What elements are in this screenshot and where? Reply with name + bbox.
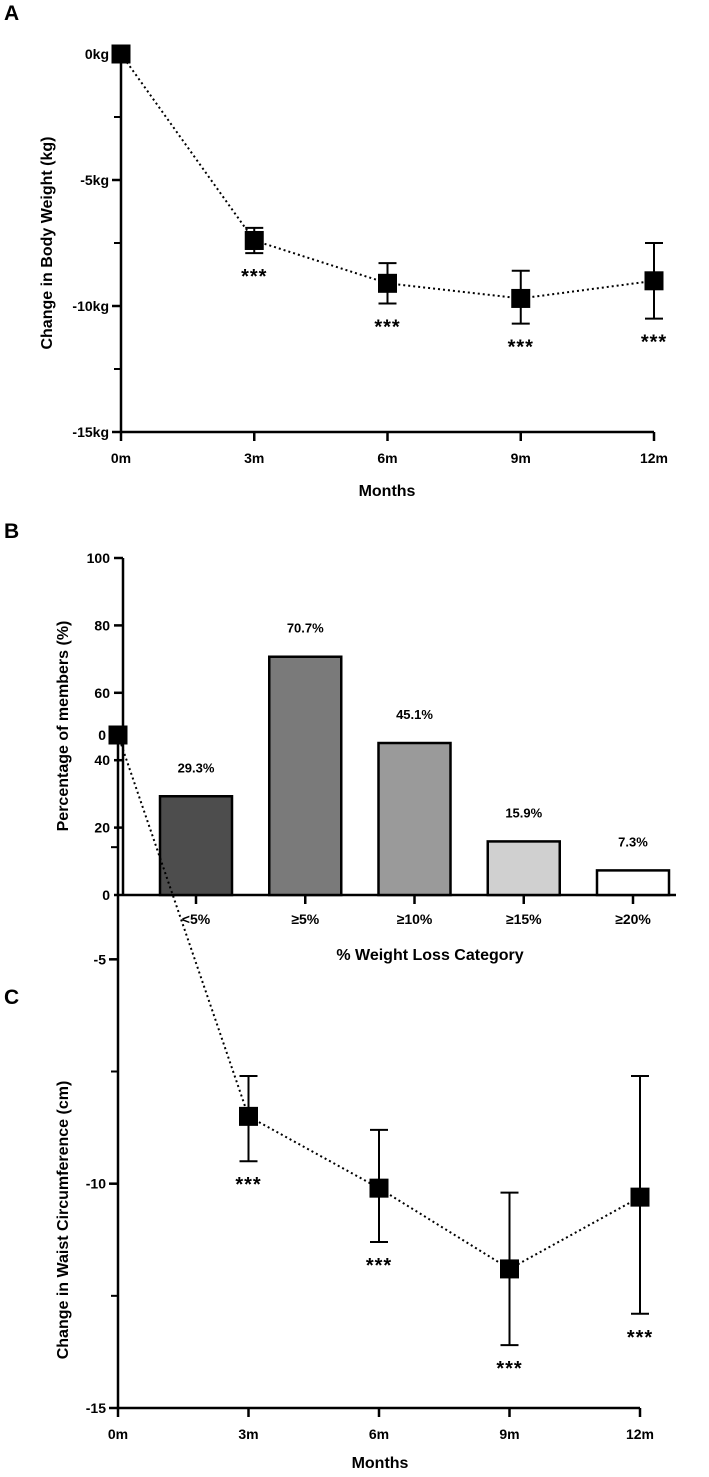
panel-a-x-axis-title: Months xyxy=(359,483,416,500)
panel-a-plot: *** *** *** *** xyxy=(111,44,667,359)
a-series-line xyxy=(120,53,655,300)
b-y-tick-label: 40 xyxy=(94,752,110,768)
c-y-tick-label: -10 xyxy=(86,1176,106,1192)
b-y-tick-label: 60 xyxy=(94,685,110,701)
panel-b-y-axis-title: Percentage of members (%) xyxy=(55,621,72,832)
b-bar xyxy=(268,655,343,897)
a-data-point xyxy=(378,273,397,293)
c-series-line xyxy=(117,734,641,1271)
a-x-tick-label: 3m xyxy=(244,450,264,466)
c-significance-label: *** xyxy=(496,1358,522,1380)
c-significance-label: *** xyxy=(235,1174,261,1196)
c-x-tick-label: 3m xyxy=(238,1426,258,1442)
a-data-point xyxy=(644,271,664,291)
b-value-label: 29.3% xyxy=(178,760,215,775)
panel-b: B 0 20 40 60 80 100 <5% ≥5% ≥10% ≥15% ≥20% 29.3% 70… xyxy=(4,520,676,964)
panel-a-letter: A xyxy=(4,2,19,25)
b-y-tick-label: 20 xyxy=(94,820,110,836)
panel-b-x-axis-title: % Weight Loss Category xyxy=(336,947,523,964)
b-x-tick-label: <5% xyxy=(182,911,211,927)
c-data-point xyxy=(369,1178,389,1198)
panel-a-y-axis-title: Change in Body Weight (kg) xyxy=(39,136,56,349)
a-y-tick-label: 0kg xyxy=(85,46,109,62)
c-x-tick-label: 12m xyxy=(626,1426,654,1442)
c-significance-label: *** xyxy=(366,1255,392,1277)
a-significance-label: *** xyxy=(508,337,534,359)
panel-b-plot: 29.3% 70.7% 45.1% 15.9% 7.3% xyxy=(158,621,671,897)
b-x-tick-label: ≥20% xyxy=(615,911,651,927)
c-x-tick-label: 6m xyxy=(369,1426,389,1442)
panel-c-y-axis-title: Change in Waist Circumference (cm) xyxy=(55,1081,72,1360)
b-x-tick-label: ≥10% xyxy=(397,911,433,927)
a-data-point xyxy=(111,44,131,64)
c-y-tick-label: 0 xyxy=(98,727,106,743)
b-y-tick-label: 0 xyxy=(102,887,110,903)
b-bar xyxy=(486,840,561,897)
panel-c-x-axis-title: Months xyxy=(352,1455,409,1472)
panel-b-axes: 0 20 40 60 80 100 <5% ≥5% ≥10% ≥15% ≥20% xyxy=(87,550,676,927)
b-bar xyxy=(158,795,234,897)
c-data-point xyxy=(239,1106,258,1126)
panel-c-plot: *** *** *** *** xyxy=(108,725,653,1380)
c-data-point xyxy=(630,1187,650,1207)
b-value-label: 15.9% xyxy=(505,805,542,820)
b-value-label: 7.3% xyxy=(618,834,648,849)
a-significance-label: *** xyxy=(374,316,400,338)
a-y-tick-label: -5kg xyxy=(80,172,109,188)
a-x-tick-label: 9m xyxy=(511,450,531,466)
a-x-tick-label: 6m xyxy=(377,450,397,466)
b-x-tick-label: ≥15% xyxy=(506,911,542,927)
c-y-tick-label: -15 xyxy=(86,1400,106,1416)
panel-c-letter: C xyxy=(4,986,19,1009)
a-significance-label: *** xyxy=(641,332,667,354)
c-y-tick-label: -5 xyxy=(94,951,107,967)
a-data-point xyxy=(511,288,531,308)
b-y-tick-label: 100 xyxy=(87,550,111,566)
b-y-tick-label: 80 xyxy=(94,617,110,633)
b-value-label: 45.1% xyxy=(396,707,433,722)
a-significance-label: *** xyxy=(241,266,267,288)
a-y-tick-label: -15kg xyxy=(72,424,109,440)
c-x-tick-label: 0m xyxy=(108,1426,128,1442)
b-x-tick-label: ≥5% xyxy=(291,911,319,927)
c-x-tick-label: 9m xyxy=(499,1426,519,1442)
c-data-point xyxy=(108,725,128,745)
a-x-tick-label: 12m xyxy=(640,450,668,466)
a-data-point xyxy=(244,230,264,250)
a-y-tick-label: -10kg xyxy=(72,298,109,314)
b-bar xyxy=(377,741,452,897)
b-value-label: 70.7% xyxy=(287,621,324,636)
c-significance-label: *** xyxy=(627,1327,653,1349)
c-data-point xyxy=(500,1259,519,1279)
panel-b-letter: B xyxy=(4,520,19,543)
b-bar xyxy=(595,869,671,897)
a-x-tick-label: 0m xyxy=(111,450,131,466)
